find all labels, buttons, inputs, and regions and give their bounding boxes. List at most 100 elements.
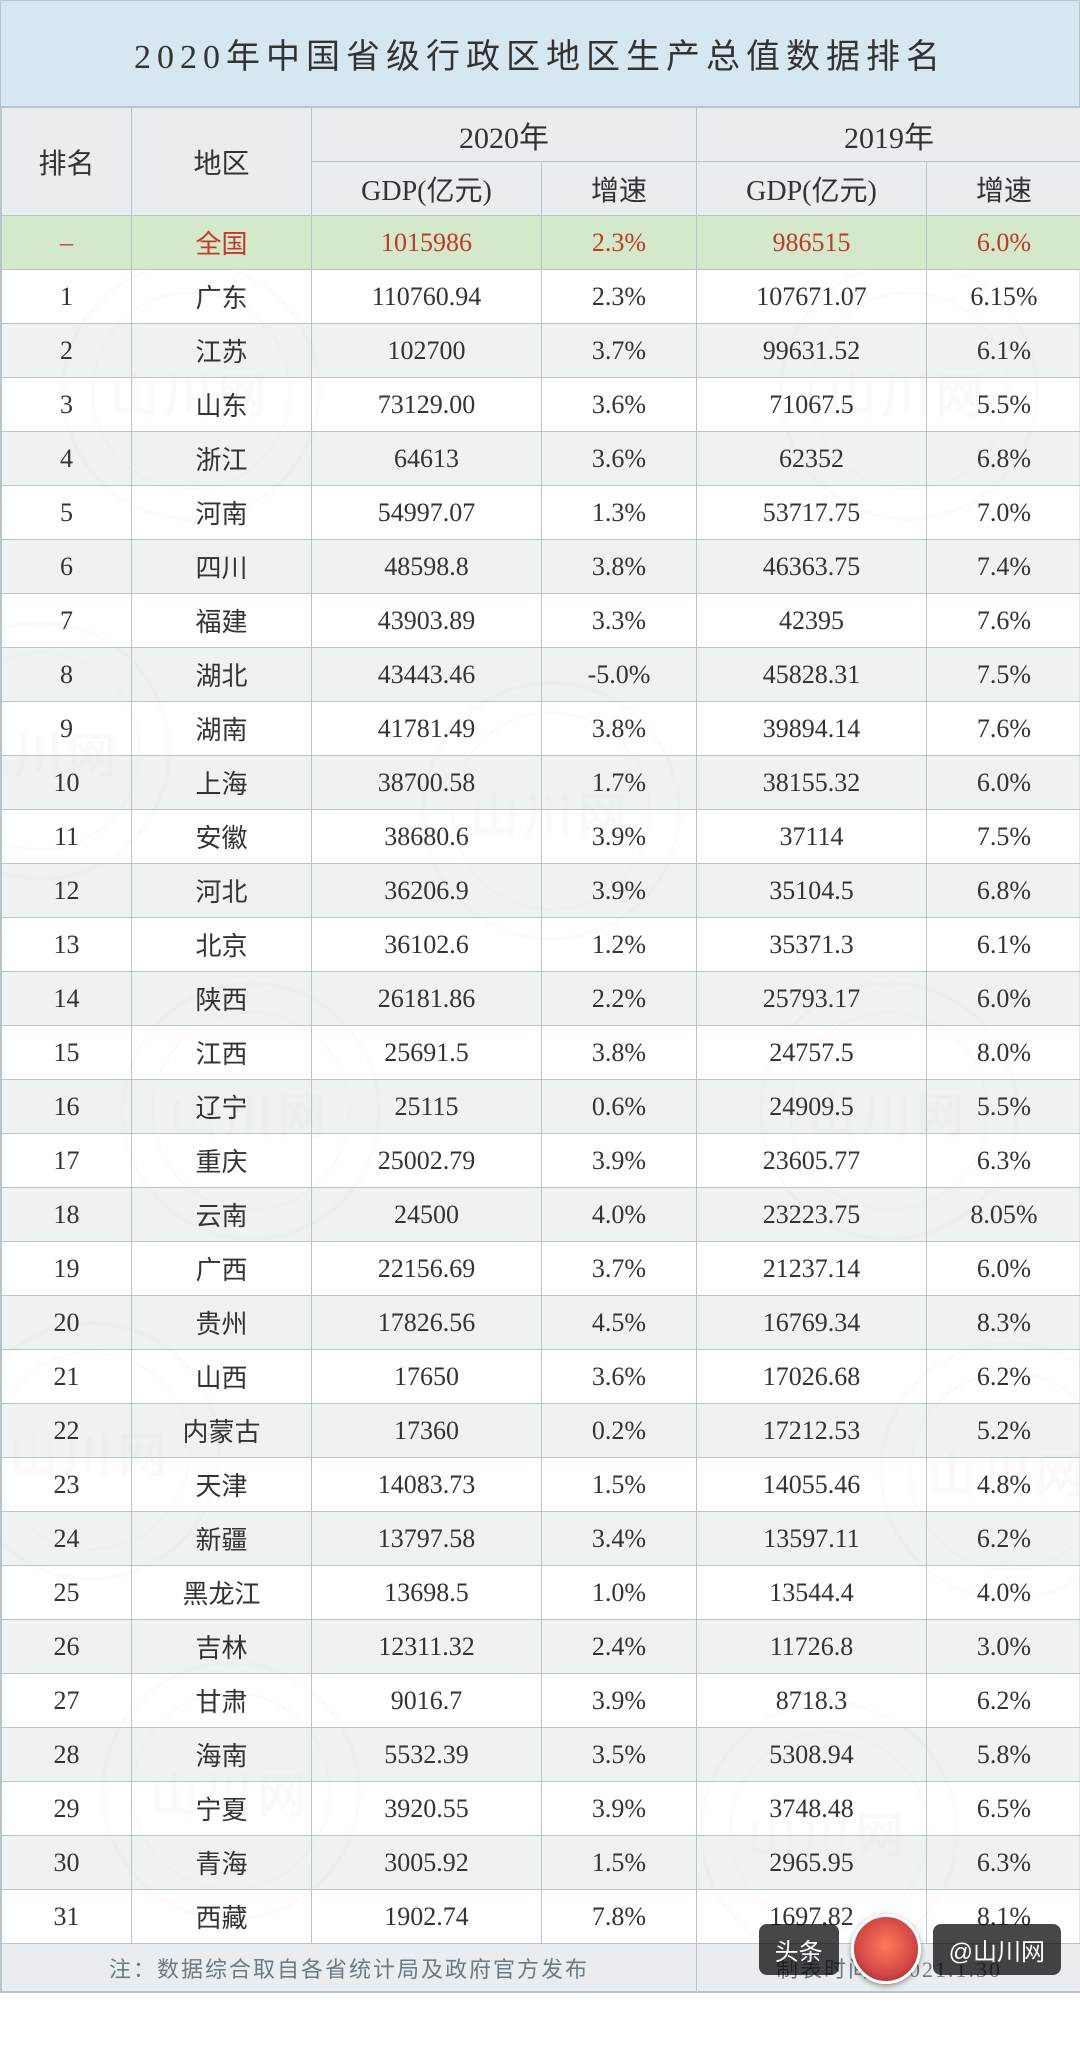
cell-growth2019: 6.0% xyxy=(927,1242,1080,1296)
footer-note: 注：数据综合取自各省统计局及政府官方发布 xyxy=(2,1944,697,1992)
table-row: 28海南5532.393.5%5308.945.8% xyxy=(2,1728,1080,1782)
cell-gdp2019: 2965.95 xyxy=(697,1836,927,1890)
cell-growth2020: 1.3% xyxy=(542,486,697,540)
cell-growth2019: 7.6% xyxy=(927,702,1080,756)
cell-growth2020: 3.9% xyxy=(542,1782,697,1836)
cell-gdp2019: 11726.8 xyxy=(697,1620,927,1674)
cell-rank: 9 xyxy=(2,702,132,756)
gdp-table: 排名 地区 2020年 2019年 GDP(亿元) 增速 GDP(亿元) 增速 … xyxy=(1,107,1080,1992)
table-row: 11安徽38680.63.9%371147.5% xyxy=(2,810,1080,864)
cell-gdp2019: 24757.5 xyxy=(697,1026,927,1080)
cell-rank: 8 xyxy=(2,648,132,702)
cell-rank: 10 xyxy=(2,756,132,810)
table-row: 30青海3005.921.5%2965.956.3% xyxy=(2,1836,1080,1890)
cell-gdp2019: 8718.3 xyxy=(697,1674,927,1728)
cell-gdp2020: 43903.89 xyxy=(312,594,542,648)
cell-gdp2020: 17650 xyxy=(312,1350,542,1404)
cell-region: 河北 xyxy=(132,864,312,918)
cell-region: 广西 xyxy=(132,1242,312,1296)
cell-growth2019: 7.5% xyxy=(927,648,1080,702)
cell-growth2019: 3.0% xyxy=(927,1620,1080,1674)
cell-gdp2020: 36102.6 xyxy=(312,918,542,972)
cell-growth2019: 7.5% xyxy=(927,810,1080,864)
cell-rank: 28 xyxy=(2,1728,132,1782)
cell-growth2020: 3.7% xyxy=(542,1242,697,1296)
cell-region: 上海 xyxy=(132,756,312,810)
col-region-header: 地区 xyxy=(132,108,312,216)
table-row: 9湖南41781.493.8%39894.147.6% xyxy=(2,702,1080,756)
table-row: 8湖北43443.46-5.0%45828.317.5% xyxy=(2,648,1080,702)
cell-gdp2020: 26181.86 xyxy=(312,972,542,1026)
cell-rank: 6 xyxy=(2,540,132,594)
cell-growth2020: 1.0% xyxy=(542,1566,697,1620)
cell-gdp2019: 21237.14 xyxy=(697,1242,927,1296)
cell-region: 广东 xyxy=(132,270,312,324)
cell-gdp2019: 986515 xyxy=(697,216,927,270)
cell-gdp2020: 22156.69 xyxy=(312,1242,542,1296)
cell-gdp2019: 53717.75 xyxy=(697,486,927,540)
cell-growth2020: 7.8% xyxy=(542,1890,697,1944)
table-row: 29宁夏3920.553.9%3748.486.5% xyxy=(2,1782,1080,1836)
cell-growth2020: 3.9% xyxy=(542,1134,697,1188)
cell-growth2019: 7.0% xyxy=(927,486,1080,540)
cell-gdp2019: 62352 xyxy=(697,432,927,486)
cell-growth2020: 2.3% xyxy=(542,270,697,324)
cell-rank: 12 xyxy=(2,864,132,918)
cell-gdp2020: 13797.58 xyxy=(312,1512,542,1566)
cell-gdp2019: 42395 xyxy=(697,594,927,648)
cell-region: 贵州 xyxy=(132,1296,312,1350)
cell-gdp2019: 17212.53 xyxy=(697,1404,927,1458)
cell-growth2019: 6.0% xyxy=(927,756,1080,810)
cell-gdp2019: 38155.32 xyxy=(697,756,927,810)
table-row: 25黑龙江13698.51.0%13544.44.0% xyxy=(2,1566,1080,1620)
cell-growth2019: 6.1% xyxy=(927,324,1080,378)
cell-growth2020: -5.0% xyxy=(542,648,697,702)
cell-gdp2020: 1902.74 xyxy=(312,1890,542,1944)
cell-region: 安徽 xyxy=(132,810,312,864)
table-row: 13北京36102.61.2%35371.36.1% xyxy=(2,918,1080,972)
cell-region: 四川 xyxy=(132,540,312,594)
table-row: 4浙江646133.6%623526.8% xyxy=(2,432,1080,486)
cell-rank: 23 xyxy=(2,1458,132,1512)
cell-gdp2019: 107671.07 xyxy=(697,270,927,324)
cell-gdp2020: 13698.5 xyxy=(312,1566,542,1620)
cell-gdp2020: 17826.56 xyxy=(312,1296,542,1350)
cell-growth2020: 3.3% xyxy=(542,594,697,648)
cell-growth2019: 6.15% xyxy=(927,270,1080,324)
cell-growth2020: 3.8% xyxy=(542,1026,697,1080)
cell-region: 天津 xyxy=(132,1458,312,1512)
cell-growth2019: 6.0% xyxy=(927,216,1080,270)
cell-growth2020: 3.8% xyxy=(542,702,697,756)
cell-growth2019: 6.3% xyxy=(927,1836,1080,1890)
cell-gdp2020: 24500 xyxy=(312,1188,542,1242)
table-row: 24新疆13797.583.4%13597.116.2% xyxy=(2,1512,1080,1566)
cell-gdp2019: 25793.17 xyxy=(697,972,927,1026)
cell-gdp2020: 5532.39 xyxy=(312,1728,542,1782)
col-2020-header: 2020年 xyxy=(312,108,697,162)
col-growth2020-header: 增速 xyxy=(542,162,697,216)
cell-growth2020: 2.2% xyxy=(542,972,697,1026)
cell-growth2020: 0.6% xyxy=(542,1080,697,1134)
cell-gdp2019: 5308.94 xyxy=(697,1728,927,1782)
cell-region: 陕西 xyxy=(132,972,312,1026)
cell-rank: 25 xyxy=(2,1566,132,1620)
cell-growth2020: 3.7% xyxy=(542,324,697,378)
cell-region: 海南 xyxy=(132,1728,312,1782)
cell-rank: 4 xyxy=(2,432,132,486)
cell-rank: – xyxy=(2,216,132,270)
attribution-overlay: 头条 @山川网 xyxy=(759,1914,1061,1984)
cell-rank: 5 xyxy=(2,486,132,540)
cell-growth2020: 3.4% xyxy=(542,1512,697,1566)
cell-rank: 31 xyxy=(2,1890,132,1944)
cell-growth2019: 6.2% xyxy=(927,1674,1080,1728)
cell-gdp2020: 3920.55 xyxy=(312,1782,542,1836)
col-rank-header: 排名 xyxy=(2,108,132,216)
cell-growth2019: 6.8% xyxy=(927,864,1080,918)
cell-growth2019: 5.5% xyxy=(927,378,1080,432)
table-row: 10上海38700.581.7%38155.326.0% xyxy=(2,756,1080,810)
table-row: 15江西25691.53.8%24757.58.0% xyxy=(2,1026,1080,1080)
cell-growth2019: 6.8% xyxy=(927,432,1080,486)
cell-gdp2020: 17360 xyxy=(312,1404,542,1458)
table-row: 26吉林12311.322.4%11726.83.0% xyxy=(2,1620,1080,1674)
table-row: 22内蒙古173600.2%17212.535.2% xyxy=(2,1404,1080,1458)
